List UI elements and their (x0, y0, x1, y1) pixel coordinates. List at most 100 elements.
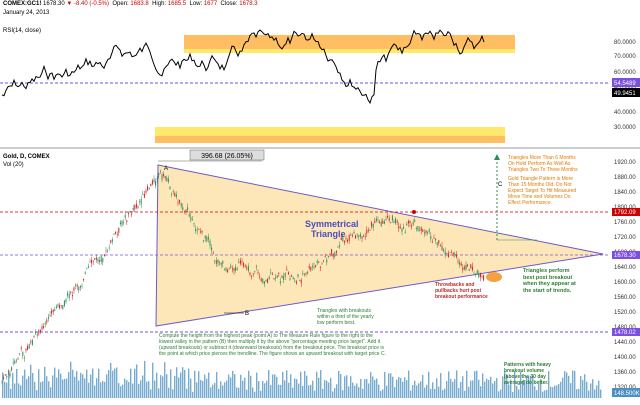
volume-bar (182, 367, 184, 398)
volume-bar (274, 374, 276, 398)
volume-bar (58, 369, 60, 398)
note-measure-rule: Compute the height from the highest peak… (159, 333, 386, 357)
candle-body (327, 255, 329, 257)
candle-body (14, 360, 16, 364)
candle-body (399, 227, 401, 229)
low-label: Low: (189, 1, 203, 7)
candle-body (315, 265, 317, 267)
candle-body (428, 229, 430, 232)
candle-body (65, 299, 67, 303)
volume-bar (146, 381, 148, 398)
candle-body (310, 267, 312, 271)
candle-body (375, 218, 377, 222)
volume-bar (450, 378, 452, 398)
volume-bar (154, 380, 156, 398)
volume-bar (206, 378, 208, 398)
volume-bar (404, 377, 406, 398)
candle-body (87, 266, 89, 268)
volume-bar (418, 383, 420, 398)
candle-body (471, 266, 473, 271)
candle-body (451, 252, 453, 254)
volume-bar (70, 361, 72, 398)
candle-body (100, 256, 102, 262)
candle-body (358, 235, 360, 237)
candle-body (233, 268, 235, 271)
volume-bar (130, 368, 132, 398)
candle-body (135, 203, 137, 208)
volume-bar (240, 374, 242, 398)
volume-bar (292, 387, 294, 398)
volume-bar (218, 388, 220, 398)
candle-body (70, 292, 72, 293)
candle-body (334, 252, 336, 257)
candle-body (158, 173, 160, 175)
throwback-marker (486, 272, 502, 282)
volume-bar (148, 381, 150, 398)
volume-bar (138, 384, 140, 398)
rsi-tick-label: 40.0000 (614, 110, 636, 116)
volume-bar (422, 374, 424, 398)
volume-bar (222, 385, 224, 398)
volume-bar (272, 374, 274, 398)
candle-body (243, 263, 245, 267)
candle-body (324, 255, 326, 257)
volume-bar (566, 372, 568, 398)
symbol: COMEX:GC1! (3, 1, 42, 7)
candle-body (190, 216, 192, 221)
volume-bar (158, 388, 160, 398)
candle-body (447, 253, 449, 258)
volume-bar (386, 385, 388, 398)
candle-body (275, 277, 277, 279)
volume-bar (276, 376, 278, 398)
volume-bar (188, 368, 190, 398)
volume-bar (554, 385, 556, 398)
volume-bar (416, 385, 418, 398)
candle-body (113, 233, 115, 235)
candle-body (332, 253, 334, 257)
candle-body (267, 278, 269, 283)
volume-bar (184, 370, 186, 398)
candle-body (150, 184, 152, 187)
candle-body (259, 276, 261, 278)
volume-bar (550, 386, 552, 398)
volume-bar (344, 376, 346, 398)
chart-date: January 24, 2013 (3, 10, 50, 16)
candle-body (355, 235, 357, 239)
volume-bar (86, 369, 88, 398)
volume-bar (224, 382, 226, 398)
candle-body (323, 260, 325, 262)
price-tick-label: 1840.00 (614, 190, 636, 196)
volume-bar (334, 387, 336, 398)
candle-body (318, 261, 320, 263)
candle-body (22, 351, 24, 356)
candle-body (188, 214, 190, 217)
volume-bar (248, 370, 250, 398)
price-tick-label: 1400.00 (614, 355, 636, 361)
candle-body (345, 238, 347, 239)
candle-body (57, 304, 59, 307)
rsi-oversold-box (155, 136, 505, 143)
note-throwbacks: Throwbacks and pullbacks hurt post break… (435, 282, 488, 300)
volume-bar (310, 384, 312, 398)
volume-bar (584, 374, 586, 398)
candle-body (251, 275, 253, 277)
volume-bar (586, 381, 588, 398)
candle-body (283, 276, 285, 280)
candle-body (206, 236, 208, 242)
volume-bar (52, 375, 54, 398)
volume-bar (350, 376, 352, 398)
candle-body (407, 220, 409, 224)
candle-body (363, 235, 365, 237)
volume-bar (48, 381, 50, 398)
volume-bar (378, 384, 380, 398)
volume-bar (530, 375, 532, 398)
volume-bar (108, 369, 110, 398)
candle-body (123, 222, 125, 224)
volume-bar (288, 382, 290, 398)
volume-bar (56, 377, 58, 398)
candle-body (41, 326, 43, 330)
candle-body (244, 265, 246, 268)
price-tick-label: 1600.00 (614, 280, 636, 286)
candle-body (287, 272, 289, 275)
